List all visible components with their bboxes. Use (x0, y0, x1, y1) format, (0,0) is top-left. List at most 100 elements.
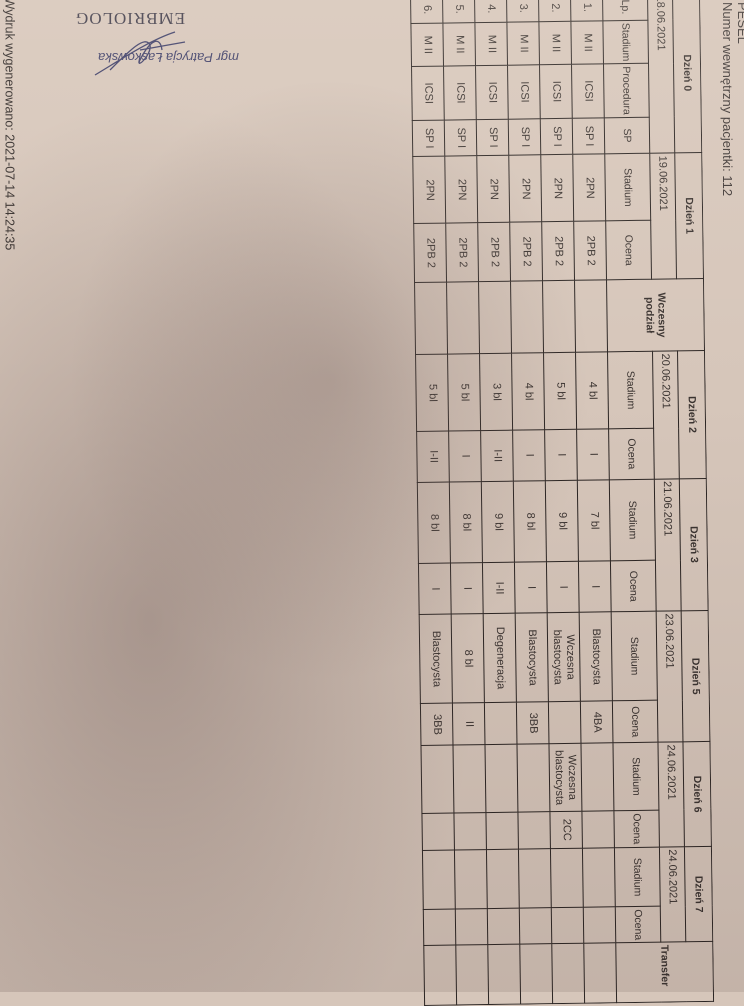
day-1-date: 19.06.2021 (649, 153, 677, 280)
day-3-header: Dzień 3 (679, 478, 709, 611)
table-cell: I-II (416, 431, 450, 483)
table-cell (478, 280, 512, 354)
table-cell: M II (570, 20, 604, 65)
table-cell (484, 744, 518, 813)
table-cell (446, 281, 480, 355)
table-cell (485, 812, 519, 850)
table-cell: ICSI (475, 65, 509, 120)
day-6-date: 24.06.2021 (657, 741, 685, 847)
table-cell: 4 bl (575, 351, 609, 430)
table-cell (542, 280, 576, 353)
table-cell (551, 943, 585, 1004)
table-cell: I (512, 429, 546, 481)
table-cell: 5 bl (415, 354, 449, 432)
signatory-name: mgr Patrycja Łaskowska (98, 50, 239, 65)
table-cell: ICSI (507, 65, 541, 119)
table-cell (582, 847, 616, 908)
subheader-stadium: Stadium (602, 19, 649, 65)
table-cell: I (514, 562, 548, 614)
table-cell: Degeneracja (483, 613, 517, 703)
table-cell: Blastocysta (515, 612, 549, 703)
table-cell: 9 bl (481, 480, 515, 564)
table-cell: 2PN (540, 154, 574, 223)
table-cell: I (418, 563, 452, 615)
table-cell: SP I (508, 118, 541, 156)
table-cell: ICSI (571, 64, 605, 119)
table-cell: SP I (572, 117, 605, 155)
table-cell: SP I (412, 119, 445, 157)
table-cell: ICSI (411, 66, 445, 121)
early-division-header: Wczesny podział (606, 278, 705, 352)
table-cell: 8 bl (449, 481, 483, 564)
table-cell: 3. (506, 0, 539, 22)
day-2-date: 20.06.2021 (652, 350, 680, 479)
table-cell (484, 702, 517, 745)
table-cell (580, 742, 614, 812)
table-cell (486, 848, 520, 909)
table-cell: 8 bl (451, 613, 485, 704)
table-cell (453, 812, 487, 850)
table-cell: 2PB 2 (573, 221, 607, 281)
table-cell: I (448, 430, 482, 482)
table-cell: M II (506, 21, 540, 66)
day-5-header: Dzień 5 (681, 610, 710, 742)
table-cell: I-II (480, 430, 514, 482)
subheader-ocena: Ocena (605, 220, 652, 280)
table-cell (518, 848, 552, 909)
table-cell: 5. (442, 0, 475, 23)
table-cell: ICSI (539, 64, 573, 119)
subheader-stadium: Stadium (609, 478, 656, 562)
subheader-stadium: Stadium (604, 153, 651, 222)
table-cell: 2PN (412, 156, 446, 225)
subheader-stadium: Stadium (607, 351, 654, 429)
subheader-procedura: Procedura (603, 63, 650, 118)
table-cell: 2PN (508, 154, 542, 223)
embryo-development-table: Dzień 0 Dzień 1 Wczesny podział Dzień 2 … (410, 0, 714, 1006)
table-cell (423, 945, 457, 1006)
subheader-ocena: Ocena (612, 700, 658, 743)
table-cell: 5 bl (543, 352, 577, 430)
table-cell (487, 908, 520, 945)
subheader-ocena: Ocena (613, 810, 660, 848)
table-cell: 4. (474, 0, 507, 23)
transfer-header: Transfer (615, 941, 714, 1003)
table-cell (519, 908, 552, 945)
table-cell: Blastocysta (419, 614, 453, 704)
subheader-ocena: Ocena (615, 906, 661, 944)
table-cell (420, 745, 454, 814)
table-cell (452, 744, 486, 813)
table-cell: M II (474, 21, 508, 66)
table-cell: ICSI (443, 65, 477, 120)
subheader-ocena: Ocena (610, 560, 657, 612)
pesel-line: PESEL (735, 2, 744, 44)
table-cell: 2. (538, 0, 571, 22)
table-cell: 7 bl (577, 479, 611, 562)
table-cell: 6. (410, 0, 443, 24)
subheader-stadium: Stadium (612, 742, 659, 811)
table-cell: 2CC (549, 811, 583, 849)
subheader-ocena: Ocena (608, 428, 655, 480)
table-cell (583, 943, 617, 1004)
table-cell: 1. (570, 0, 603, 22)
table-cell: 4 bl (511, 352, 545, 431)
table-cell: 2PB 2 (509, 222, 543, 281)
table-cell: I (578, 561, 612, 613)
patient-number: Numer wewnętrzny pacjentki: 112 (720, 2, 735, 197)
table-cell (455, 908, 488, 946)
subheader-lp: Lp. (602, 0, 648, 21)
table-cell: I (544, 429, 578, 481)
table-cell (519, 943, 553, 1005)
table-cell: 2PB 2 (413, 223, 447, 283)
table-cell: Wczesna blastocysta (548, 743, 582, 812)
table-cell (574, 279, 608, 353)
table-cell (454, 849, 488, 910)
day-7-date: 24.06.2021 (659, 846, 686, 943)
day-2-header: Dzień 2 (677, 350, 707, 479)
table-cell: I (450, 563, 484, 615)
table-cell: SP I (476, 118, 509, 156)
embryo-table-wrapper: Dzień 0 Dzień 1 Wczesny podział Dzień 2 … (400, 0, 714, 1006)
table-cell: 2PB 2 (477, 222, 511, 282)
subheader-stadium: Stadium (614, 846, 661, 908)
